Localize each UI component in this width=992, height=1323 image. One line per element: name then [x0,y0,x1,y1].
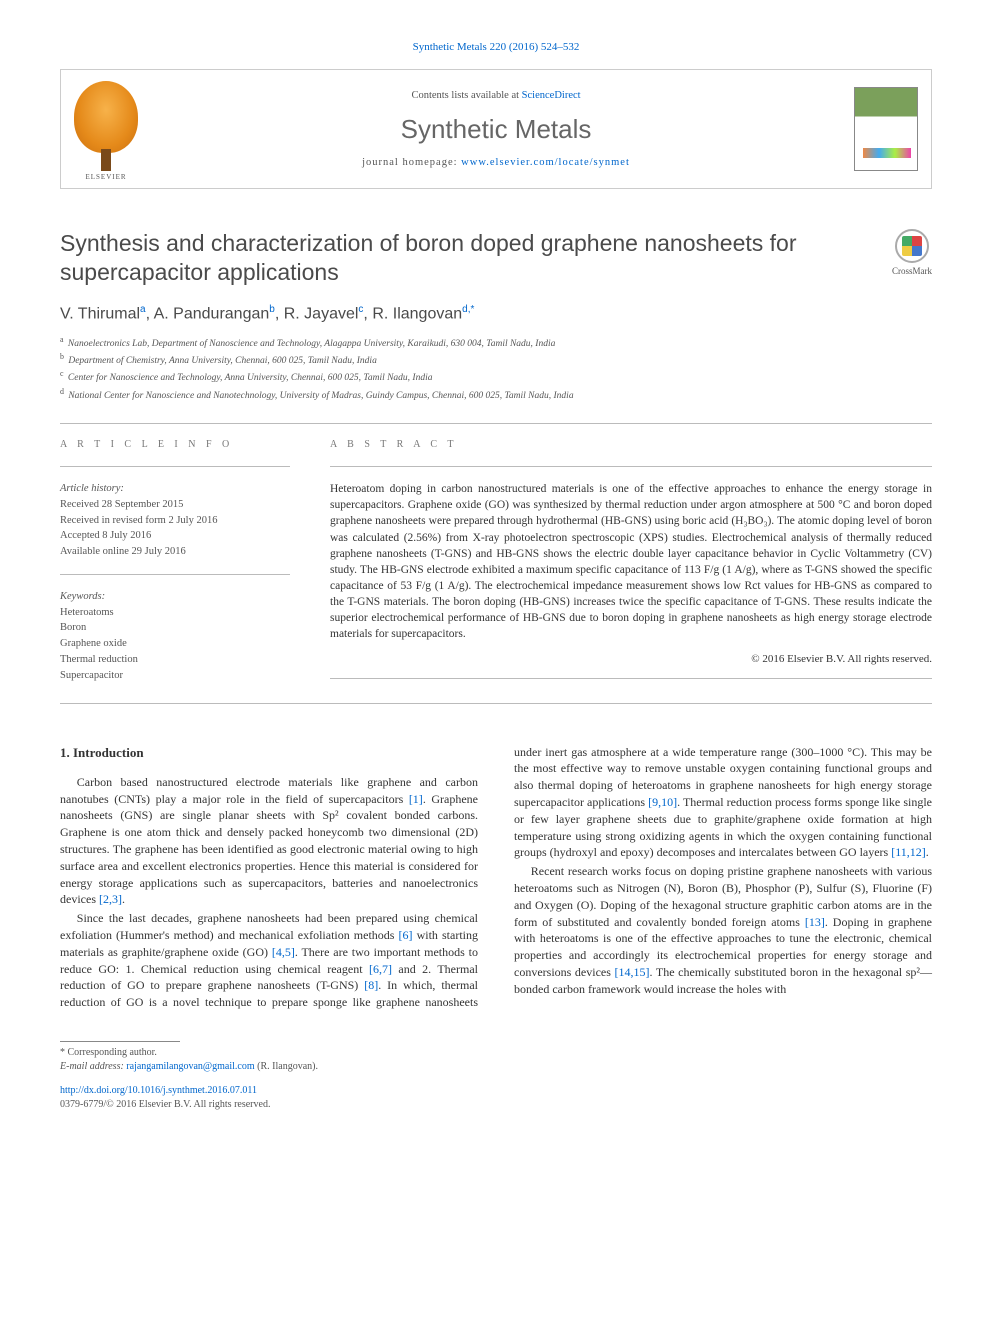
sciencedirect-link[interactable]: ScienceDirect [522,90,581,101]
body-paragraph: Recent research works focus on doping pr… [514,863,932,997]
running-citation: Synthetic Metals 220 (2016) 524–532 [60,40,932,55]
keyword: Thermal reduction [60,652,290,668]
contents-line: Contents lists available at ScienceDirec… [411,89,580,104]
author-list: V. Thirumala, A. Panduranganb, R. Jayave… [60,303,932,326]
citation-ref-link[interactable]: [1] [409,792,423,806]
abstract: A B S T R A C T Heteroatom doping in car… [330,438,932,692]
affiliation-line: d National Center for Nanoscience and Na… [60,386,932,403]
homepage-prefix: journal homepage: [362,157,461,168]
publisher-label: ELSEVIER [74,173,138,183]
divider [330,466,932,467]
email-label: E-mail address: [60,1061,124,1072]
journal-homepage: journal homepage: www.elsevier.com/locat… [362,156,630,171]
keyword: Graphene oxide [60,636,290,652]
crossmark-label: CrossMark [892,265,932,278]
keyword: Boron [60,620,290,636]
divider [330,678,932,679]
contents-prefix: Contents lists available at [411,90,521,101]
abstract-heading: A B S T R A C T [330,438,932,452]
page-footer: * Corresponding author. E-mail address: … [60,1041,932,1112]
history-line: Accepted 8 July 2016 [60,528,290,544]
crossmark-badge[interactable]: CrossMark [892,229,932,278]
citation-ref-link[interactable]: [14,15] [615,965,650,979]
journal-title: Synthetic Metals [401,111,592,147]
divider [60,703,932,704]
divider [60,423,932,424]
email-name: (R. Ilangovan). [257,1061,318,1072]
abstract-text: Heteroatom doping in carbon nanostructur… [330,481,932,642]
history-line: Received 28 September 2015 [60,497,290,513]
article-info-heading: A R T I C L E I N F O [60,438,290,452]
affiliation-line: b Department of Chemistry, Anna Universi… [60,351,932,368]
elsevier-tree-icon [74,81,138,153]
journal-masthead: ELSEVIER Contents lists available at Sci… [60,69,932,189]
citation-link[interactable]: Synthetic Metals 220 (2016) 524–532 [413,41,580,53]
corresponding-email-link[interactable]: rajangamilangovan@gmail.com [126,1061,254,1072]
citation-ref-link[interactable]: [8] [364,978,378,992]
citation-ref-link[interactable]: [6,7] [369,962,392,976]
affiliations: a Nanoelectronics Lab, Department of Nan… [60,334,932,404]
citation-ref-link[interactable]: [11,12] [891,845,926,859]
affiliation-line: a Nanoelectronics Lab, Department of Nan… [60,334,932,351]
abstract-copyright: © 2016 Elsevier B.V. All rights reserved… [330,652,932,667]
issn-copyright: 0379-6779/© 2016 Elsevier B.V. All right… [60,1098,932,1112]
citation-ref-link[interactable]: [6] [399,928,413,942]
history-label: Article history: [60,481,290,497]
citation-ref-link[interactable]: [2,3] [99,892,122,906]
publisher-logo[interactable]: ELSEVIER [61,70,151,188]
divider [60,574,290,575]
article-info: A R T I C L E I N F O Article history: R… [60,438,290,692]
doi-link[interactable]: http://dx.doi.org/10.1016/j.synthmet.201… [60,1084,932,1098]
body-paragraph: Carbon based nanostructured electrode ma… [60,774,478,908]
citation-ref-link[interactable]: [13] [805,915,825,929]
history-line: Received in revised form 2 July 2016 [60,513,290,529]
corresponding-author: * Corresponding author. [60,1046,932,1060]
homepage-link[interactable]: www.elsevier.com/locate/synmet [461,157,630,168]
cover-thumbnail-icon [854,87,918,171]
article-body: 1. Introduction Carbon based nanostructu… [60,744,932,1011]
citation-ref-link[interactable]: [4,5] [272,945,295,959]
citation-ref-link[interactable]: [9,10] [648,795,677,809]
history-line: Available online 29 July 2016 [60,544,290,560]
article-title: Synthesis and characterization of boron … [60,229,872,287]
keyword: Supercapacitor [60,668,290,684]
keyword: Heteroatoms [60,605,290,621]
section-heading-intro: 1. Introduction [60,744,478,762]
journal-cover[interactable] [841,70,931,188]
crossmark-icon [902,236,922,256]
affiliation-line: c Center for Nanoscience and Technology,… [60,368,932,385]
divider [60,466,290,467]
keywords-label: Keywords: [60,589,290,605]
